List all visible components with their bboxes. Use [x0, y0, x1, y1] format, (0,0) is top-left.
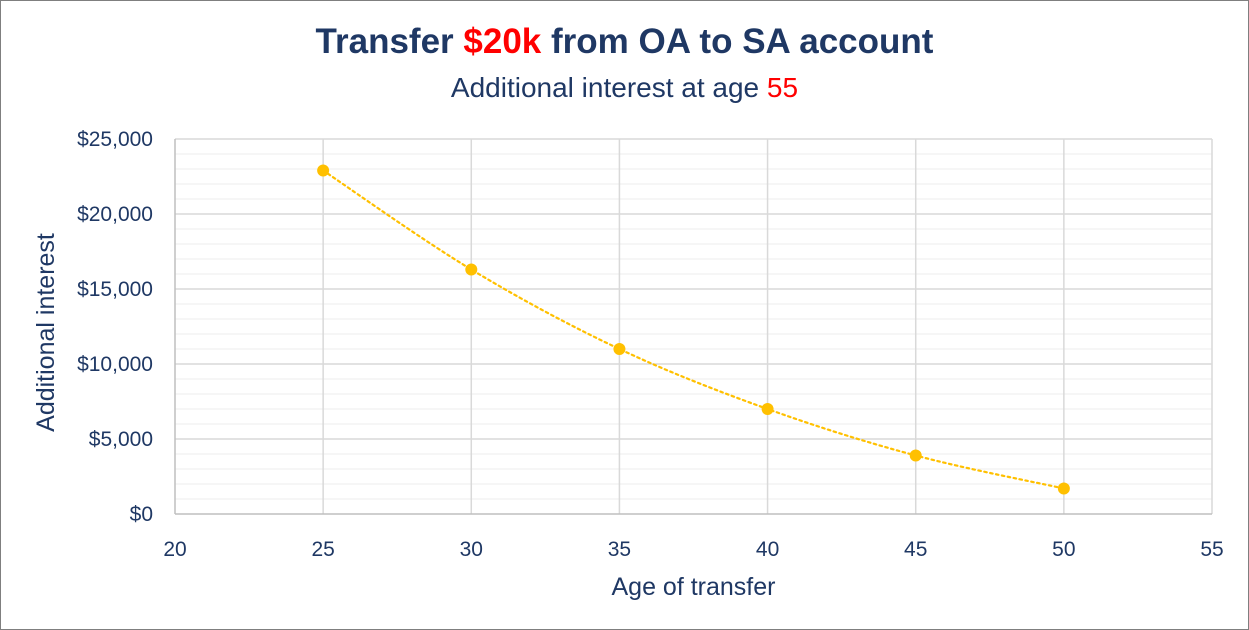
x-tick-label: 55 — [1200, 538, 1223, 561]
x-axis-label: Age of transfer — [612, 573, 776, 601]
y-tick-label: $15,000 — [77, 278, 153, 301]
y-tick-label: $20,000 — [77, 203, 153, 226]
y-tick-label: $0 — [130, 503, 153, 526]
chart-title-highlight: $20k — [463, 22, 542, 61]
data-point — [317, 164, 330, 177]
y-axis-label: Additional interest — [32, 233, 60, 432]
data-point — [909, 449, 922, 462]
x-tick-label: 40 — [756, 538, 779, 561]
trendline — [322, 169, 1065, 490]
data-point — [613, 343, 626, 355]
plot-axes — [174, 139, 1212, 515]
x-tick-label: 50 — [1052, 538, 1075, 561]
trendline-path — [322, 169, 1065, 490]
data-point — [761, 403, 774, 415]
chart-subtitle: Additional interest at age 55 — [0, 72, 1249, 104]
chart-subtitle-prefix: Additional interest at age — [450, 72, 767, 103]
x-tick-label: 20 — [163, 538, 186, 561]
data-points — [317, 164, 1070, 495]
y-tick-label: $10,000 — [77, 353, 153, 376]
x-tick-label: 25 — [311, 538, 334, 561]
major-gridlines — [175, 138, 1213, 514]
y-tick-label: $5,000 — [89, 428, 153, 451]
data-point — [465, 263, 478, 276]
x-tick-label: 30 — [460, 538, 483, 561]
x-tick-label: 45 — [904, 538, 927, 561]
x-tick-label: 35 — [608, 538, 631, 561]
y-tick-label: $25,000 — [77, 128, 153, 151]
chart-title: Transfer $20k from OA to SA account — [0, 22, 1249, 62]
minor-gridlines — [175, 153, 1212, 500]
chart-title-prefix: Transfer — [315, 22, 464, 61]
tick-labels: $0 $5,000 $10,000 $15,000 $20,000 $25,000 20 25… — [77, 128, 1224, 561]
data-point — [1057, 482, 1070, 495]
chart-subtitle-highlight: 55 — [766, 72, 799, 103]
chart-title-suffix: from OA to SA account — [541, 22, 934, 61]
